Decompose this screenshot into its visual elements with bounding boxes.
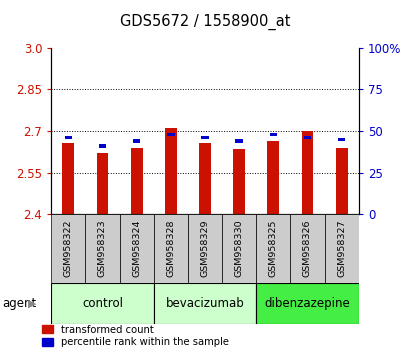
Bar: [167, 133, 174, 136]
Bar: [198, 143, 211, 214]
Text: GSM958328: GSM958328: [166, 220, 175, 278]
Text: GSM958323: GSM958323: [98, 220, 107, 278]
Text: GSM958329: GSM958329: [200, 220, 209, 278]
Text: agent: agent: [2, 297, 36, 310]
Text: GSM958322: GSM958322: [64, 220, 73, 278]
Text: GSM958330: GSM958330: [234, 220, 243, 278]
Bar: [301, 131, 313, 214]
Text: dibenzazepine: dibenzazepine: [264, 297, 350, 310]
Bar: [187, 214, 222, 283]
Text: GSM958327: GSM958327: [336, 220, 345, 278]
Bar: [96, 153, 108, 214]
Bar: [256, 283, 358, 324]
Bar: [324, 214, 358, 283]
Bar: [267, 141, 279, 214]
Bar: [51, 214, 85, 283]
Bar: [130, 148, 142, 214]
Bar: [119, 214, 153, 283]
Bar: [99, 144, 106, 148]
Text: bevacizumab: bevacizumab: [165, 297, 244, 310]
Bar: [256, 214, 290, 283]
Text: ▶: ▶: [28, 298, 36, 309]
Bar: [303, 136, 310, 139]
Bar: [222, 214, 256, 283]
Text: GSM958324: GSM958324: [132, 220, 141, 278]
Bar: [337, 138, 344, 141]
Bar: [164, 128, 176, 214]
Bar: [335, 148, 347, 214]
Text: control: control: [82, 297, 123, 310]
Bar: [233, 149, 245, 214]
Text: GSM958326: GSM958326: [302, 220, 311, 278]
Bar: [85, 214, 119, 283]
Bar: [235, 139, 242, 143]
Bar: [62, 143, 74, 214]
Bar: [201, 136, 208, 139]
Bar: [51, 283, 153, 324]
Text: GSM958325: GSM958325: [268, 220, 277, 278]
Bar: [65, 136, 72, 139]
Bar: [153, 283, 256, 324]
Bar: [269, 133, 276, 136]
Text: GDS5672 / 1558900_at: GDS5672 / 1558900_at: [119, 14, 290, 30]
Bar: [153, 214, 187, 283]
Legend: transformed count, percentile rank within the sample: transformed count, percentile rank withi…: [42, 325, 228, 347]
Bar: [133, 139, 140, 143]
Bar: [290, 214, 324, 283]
